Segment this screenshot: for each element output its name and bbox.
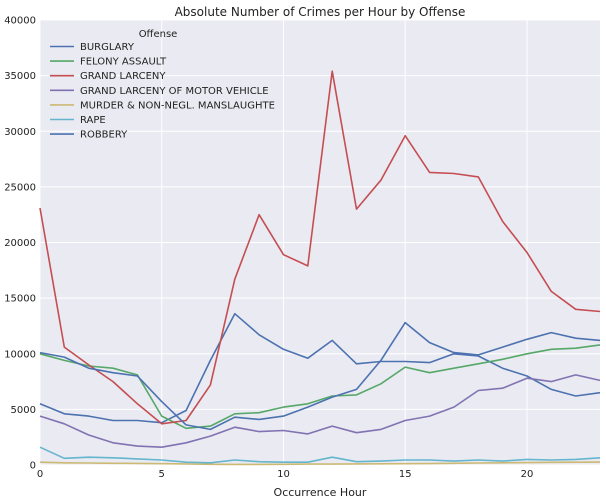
y-tick-label: 35000 xyxy=(4,71,36,82)
y-tick-label: 5000 xyxy=(11,405,36,416)
legend-label: ROBBERY xyxy=(80,130,128,141)
series-line-murder-non-negl-manslaughte xyxy=(39,461,601,466)
y-tick-label: 15000 xyxy=(4,294,36,305)
chart-title: Absolute Number of Crimes per Hour by Of… xyxy=(175,5,466,19)
legend-label: BURGLARY xyxy=(80,42,135,53)
y-tick-label: 30000 xyxy=(4,127,36,138)
series-line-robbery xyxy=(39,321,601,431)
legend-title: Offense xyxy=(139,29,178,40)
legend-label: FELONY ASSAULT xyxy=(80,57,167,68)
series-line-grand-larceny-of-motor-vehicle xyxy=(39,374,601,449)
x-tick-label: 10 xyxy=(277,469,290,480)
legend: Offense BURGLARY FELONY ASSAULT GRAND LARCE… xyxy=(50,29,275,141)
y-tick-label: 10000 xyxy=(4,349,36,360)
x-tick-label: 0 xyxy=(37,469,43,480)
legend-label: MURDER & NON-NEGL. MANSLAUGHTE xyxy=(80,100,275,111)
series-line-burglary xyxy=(39,312,601,424)
legend-label: GRAND LARCENY OF MOTOR VEHICLE xyxy=(80,86,269,97)
series-line-rape xyxy=(39,446,601,464)
y-tick-label: 40000 xyxy=(4,16,36,27)
y-tick-label: 20000 xyxy=(4,238,36,249)
series-line-grand-larceny xyxy=(39,70,601,425)
legend-label: GRAND LARCENY xyxy=(80,71,166,82)
x-tick-label: 15 xyxy=(399,469,412,480)
y-tick-label: 0 xyxy=(30,461,36,472)
series-line-felony-assault xyxy=(39,344,601,430)
x-axis-title: Occurrence Hour xyxy=(274,486,367,499)
x-tick-label: 20 xyxy=(521,469,534,480)
y-tick-label: 25000 xyxy=(4,182,36,193)
x-tick-label: 5 xyxy=(159,469,165,480)
legend-label: RAPE xyxy=(80,115,106,126)
